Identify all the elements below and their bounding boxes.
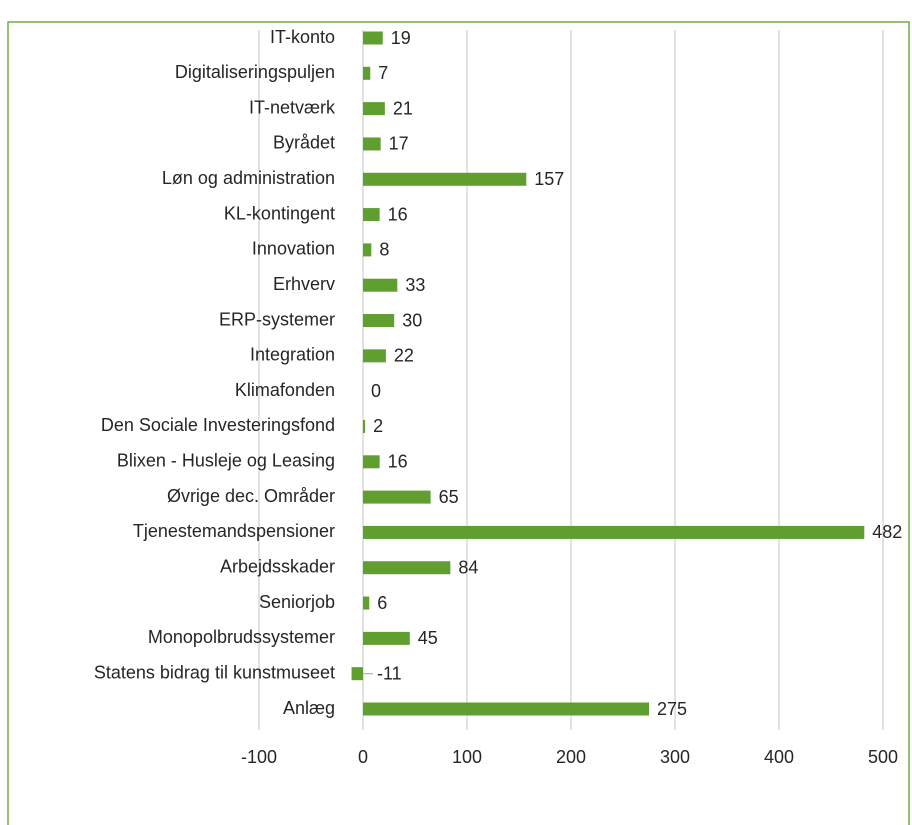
value-label: 0 xyxy=(371,381,381,401)
bar xyxy=(363,243,372,257)
value-label: 19 xyxy=(391,28,411,48)
value-label: 157 xyxy=(534,169,564,189)
bar xyxy=(363,31,383,45)
value-label: 16 xyxy=(388,204,408,224)
bar xyxy=(351,667,363,681)
x-tick-label: 200 xyxy=(556,747,586,767)
value-label: 84 xyxy=(458,557,478,577)
bar xyxy=(363,525,865,539)
x-tick-label: 400 xyxy=(764,747,794,767)
y-tick-label: Den Sociale Investeringsfond xyxy=(101,415,335,435)
y-tick-label: Tjenestemandspensioner xyxy=(133,521,335,541)
value-label: -11 xyxy=(377,663,402,683)
bar xyxy=(363,314,395,328)
value-label: 21 xyxy=(393,98,413,118)
y-tick-label: IT-netværk xyxy=(249,97,336,117)
value-label: 33 xyxy=(405,275,425,295)
y-tick-label: Seniorjob xyxy=(259,592,335,612)
bar xyxy=(363,102,385,116)
bar xyxy=(363,490,431,504)
y-tick-label: Erhverv xyxy=(273,274,335,294)
x-tick-label: 300 xyxy=(660,747,690,767)
value-label: 2 xyxy=(373,416,383,436)
bar xyxy=(363,455,380,469)
bar xyxy=(363,561,451,575)
bar xyxy=(363,137,381,151)
value-label: 482 xyxy=(872,522,902,542)
bar xyxy=(363,349,386,363)
y-tick-label: IT-konto xyxy=(270,27,335,47)
value-label: 16 xyxy=(388,452,408,472)
y-tick-label: Løn og administration xyxy=(162,168,335,188)
chart-frame xyxy=(7,21,910,825)
y-tick-label: Anlæg xyxy=(283,698,335,718)
y-tick-label: Digitaliseringspuljen xyxy=(175,62,335,82)
bar xyxy=(363,702,649,716)
value-label: 275 xyxy=(657,699,687,719)
bar xyxy=(363,172,527,186)
y-tick-label: Klimafonden xyxy=(235,380,335,400)
value-label: 7 xyxy=(378,63,388,83)
value-label: 65 xyxy=(439,487,459,507)
y-tick-label: Innovation xyxy=(252,239,335,259)
y-tick-label: Øvrige dec. Områder xyxy=(167,486,335,506)
y-tick-label: Arbejdsskader xyxy=(220,556,335,576)
value-label: 6 xyxy=(377,593,387,613)
x-tick-label: 500 xyxy=(868,747,898,767)
y-tick-label: Statens bidrag til kunstmuseet xyxy=(94,662,335,682)
bar xyxy=(363,66,371,80)
bar xyxy=(363,208,380,222)
x-tick-label: 0 xyxy=(358,747,368,767)
x-tick-label: 100 xyxy=(452,747,482,767)
value-label: 8 xyxy=(379,240,389,260)
bar xyxy=(363,596,370,610)
x-tick-label: -100 xyxy=(241,747,277,767)
y-tick-label: Monopolbrudssystemer xyxy=(148,627,335,647)
value-label: 45 xyxy=(418,628,438,648)
value-label: 22 xyxy=(394,346,414,366)
bar xyxy=(363,631,410,645)
bar xyxy=(363,278,398,292)
y-tick-label: KL-kontingent xyxy=(224,203,335,223)
value-label: 17 xyxy=(389,134,409,154)
y-tick-label: ERP-systemer xyxy=(219,309,335,329)
value-label: 30 xyxy=(402,310,422,330)
y-tick-label: Blixen - Husleje og Leasing xyxy=(117,451,335,471)
y-tick-label: Integration xyxy=(250,345,335,365)
bar xyxy=(363,419,366,433)
y-tick-label: Byrådet xyxy=(273,133,335,153)
